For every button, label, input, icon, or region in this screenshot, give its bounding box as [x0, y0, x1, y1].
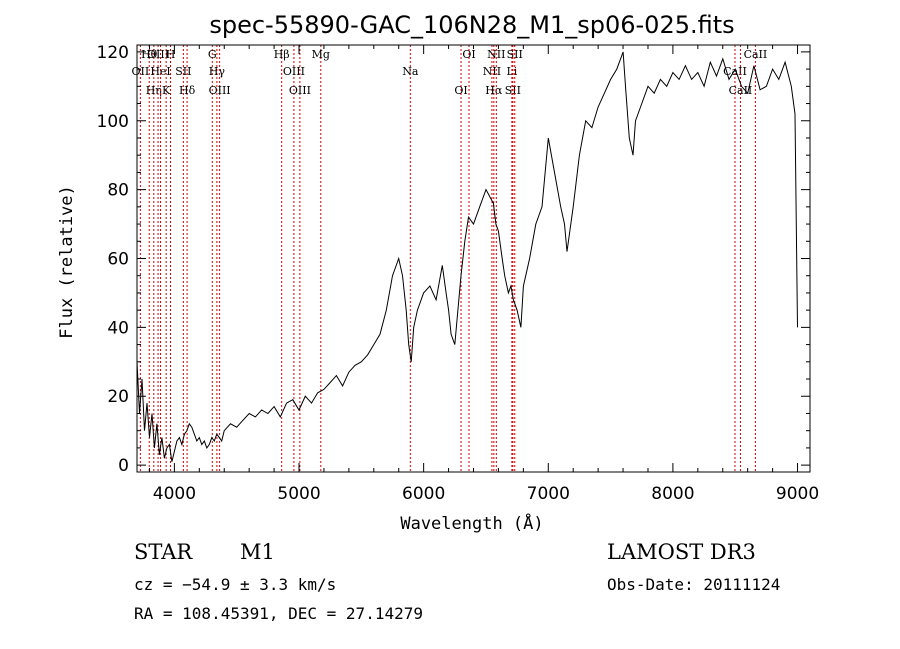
obs-date: Obs-Date: 20111124 [607, 575, 781, 594]
tick-labels: 4000 5000 6000 7000 8000 9000 0 20 40 60 80 100 120 [97, 43, 820, 504]
spectral-line-label: NII [483, 65, 501, 78]
spectral-line-label: HeI [150, 65, 170, 78]
spectral-line-label: SII [507, 48, 523, 61]
spectral-line-label: OIII [283, 65, 305, 78]
spectrum-series-line [136, 51, 798, 462]
survey-name: LAMOST DR3 [607, 540, 756, 564]
y-tick-label: 0 [118, 456, 129, 476]
y-tick-label: 100 [97, 112, 129, 132]
y-tick-label: 40 [107, 318, 129, 338]
spectral-line-label: NII [487, 48, 505, 61]
spectral-line-label: CaII [729, 84, 753, 97]
spectral-line-label: Li [506, 65, 517, 78]
object-subclass: M1 [240, 540, 275, 564]
x-tick-label: 5000 [277, 484, 320, 504]
spectral-line-label: OIII [289, 84, 311, 97]
spectral-line-label: SII [175, 65, 191, 78]
spectral-line-label: Hα [485, 84, 503, 97]
x-tick-label: 9000 [776, 484, 819, 504]
x-axis-label: Wavelength (Å) [400, 512, 543, 534]
spectral-line-label: K [162, 84, 171, 97]
spectral-line-label: Hη [146, 84, 162, 97]
spectral-line-label: SII [505, 84, 521, 97]
spectral-line-label: H [166, 48, 176, 61]
spectral-line-label: Hγ [209, 65, 226, 78]
spectral-line-label: OI [462, 48, 475, 61]
object-class: STAR [134, 540, 193, 564]
spectral-line-label: CaII [744, 48, 768, 61]
plot-frame [136, 44, 811, 473]
spectral-line-label: Hδ [179, 84, 196, 97]
spectral-line-label: OIII [209, 84, 231, 97]
x-tick-label: 8000 [651, 484, 694, 504]
x-tick-label: 4000 [153, 484, 196, 504]
ra-dec: RA = 108.45391, DEC = 27.14279 [134, 604, 423, 623]
redshift-velocity: cz = −54.9 ± 3.3 km/s [134, 575, 337, 594]
x-tick-label: 7000 [527, 484, 570, 504]
spectral-line-label: Na [402, 65, 419, 78]
axis-ticks [137, 45, 810, 472]
spectral-line-label: G [208, 48, 217, 61]
spectral-line-label: OIII [147, 48, 169, 61]
y-tick-label: 120 [97, 43, 129, 63]
y-tick-label: 80 [107, 181, 129, 201]
spectral-line-label: Hβ [274, 48, 290, 61]
spectral-line-label: OII [132, 65, 150, 78]
spectral-line-label: Mg [312, 48, 330, 61]
y-tick-label: 60 [107, 250, 129, 270]
chart-title: spec-55890-GAC_106N28_M1_sp06-025.fits [209, 11, 734, 39]
y-axis-label: Flux (relative) [57, 185, 77, 339]
x-tick-label: 6000 [402, 484, 445, 504]
y-tick-label: 20 [107, 387, 129, 407]
spectral-line-label: OI [454, 84, 467, 97]
spectral-line-markers: HθOIIHηOIIIHeIKHSIIHδGHγOIIIHβOIIIOIIIMg… [132, 45, 768, 472]
